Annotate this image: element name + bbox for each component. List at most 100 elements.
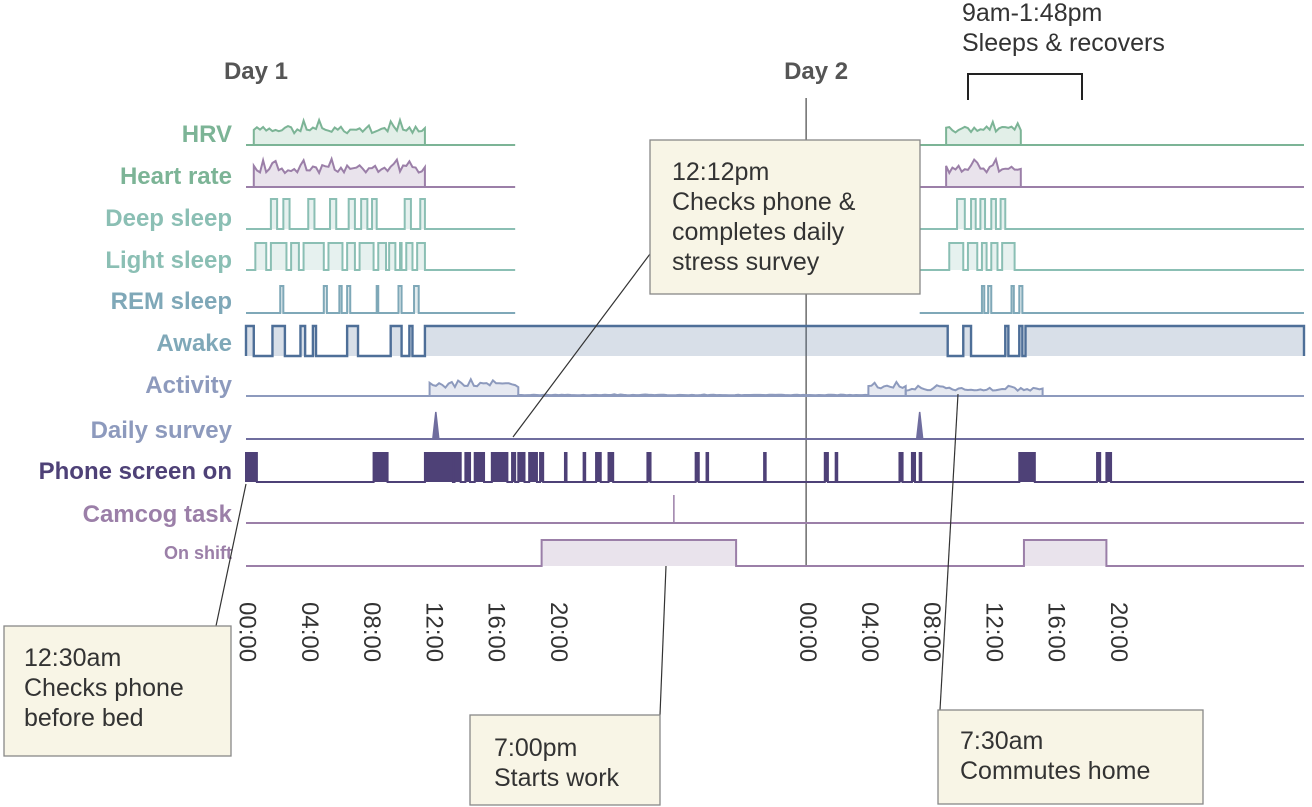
- day-label-1: Day 1: [224, 58, 288, 85]
- activity-signal-3: [904, 384, 1044, 397]
- heart-rate-area-0: [253, 159, 425, 187]
- awake-interval-10: [1019, 326, 1023, 356]
- activity-signal-0: [428, 376, 520, 397]
- phone-screen-on-interval-20: [835, 453, 838, 482]
- awake-interval-0: [246, 326, 254, 356]
- phone-screen-on-interval-3: [454, 453, 461, 482]
- tick-label-2: 08:00: [358, 602, 385, 662]
- phone-screen-on-interval-1: [373, 453, 388, 482]
- awake-interval-7: [424, 326, 948, 356]
- hrv-signal-0: [252, 116, 426, 146]
- tick-label-6: 00:00: [794, 602, 821, 662]
- light-sleep-interval-2: [291, 243, 299, 270]
- tick-label-10: 16:00: [1043, 602, 1070, 662]
- awake-interval-1: [272, 326, 285, 356]
- awake-interval-3: [312, 326, 317, 356]
- on-shift-interval-0: [541, 540, 737, 566]
- deep-sleep-trace-0: [246, 198, 516, 230]
- awake-trace-0: [244, 324, 1306, 358]
- row-on-shift: On shift: [164, 539, 1304, 567]
- phone-screen-on-interval-12: [583, 453, 586, 482]
- rem-sleep-interval-7: [981, 286, 985, 313]
- row-light-sleep: Light sleep: [105, 242, 1304, 274]
- annotation-5-line-1: 7:30am: [960, 727, 1043, 755]
- on-shift-interval-1: [1023, 540, 1107, 566]
- phone-screen-on-interval-4: [465, 453, 471, 482]
- annotation-1-box: [649, 139, 921, 295]
- light-sleep-trace-1: [919, 242, 1304, 271]
- rem-sleep-trace-0: [246, 285, 516, 314]
- rem-sleep-interval-8: [988, 286, 992, 313]
- deep-sleep-interval-7: [404, 199, 411, 229]
- deep-sleep-interval-11: [980, 199, 986, 229]
- rem-sleep-interval-0: [280, 286, 284, 313]
- phone-screen-on-interval-17: [706, 453, 709, 482]
- tick-label-1: 04:00: [296, 602, 323, 662]
- light-sleep-interval-10: [406, 243, 413, 270]
- phone-screen-on-interval-7: [512, 453, 516, 482]
- row-label-on-shift: On shift: [164, 543, 232, 563]
- rem-sleep-interval-2: [339, 286, 342, 313]
- row-label-heart-rate: Heart rate: [120, 163, 232, 190]
- row-label-daily-survey: Daily survey: [91, 417, 233, 444]
- annotation-1-line-2: Checks phone &: [672, 188, 856, 216]
- deep-sleep-interval-2: [308, 199, 315, 229]
- phone-screen-on-interval-19: [824, 453, 828, 482]
- day-label-2: Day 2: [784, 58, 848, 85]
- hrv-area-1: [946, 121, 1021, 145]
- annotation-4-line-2: Starts work: [494, 764, 620, 792]
- hrv-signal-1: [945, 118, 1022, 146]
- annotation-2-line-1: 9am-1:48pm: [962, 0, 1102, 27]
- deep-sleep-interval-0: [270, 199, 278, 229]
- phone-screen-on-interval-25: [1097, 453, 1101, 482]
- annotation-2-bracket: [967, 73, 1083, 100]
- tick-label-7: 04:00: [856, 602, 883, 662]
- activity-area-0: [429, 379, 519, 396]
- phone-screen-on-interval-22: [911, 453, 916, 482]
- ticks-layer: 00:00 04:00 08:00 12:00 16:00 20:00 00:00 04:00…: [234, 602, 1132, 662]
- phone-screen-on-interval-14: [608, 453, 614, 482]
- deep-sleep-interval-1: [283, 199, 290, 229]
- row-label-phone-screen-on: Phone screen on: [39, 458, 232, 485]
- activity-area-2: [868, 382, 906, 396]
- phone-screen-on-interval-13: [596, 453, 601, 482]
- annotation-1-leader: [512, 253, 651, 438]
- phone-screen-on-interval-11: [564, 453, 567, 482]
- phone-screen-on-interval-26: [1106, 453, 1112, 482]
- light-sleep-interval-16: [1002, 243, 1015, 270]
- heart-rate-signal-1: [945, 156, 1022, 188]
- tick-label-0: 00:00: [234, 602, 261, 662]
- hrv-area-0: [253, 120, 425, 145]
- light-sleep-interval-5: [347, 243, 355, 270]
- deep-sleep-interval-13: [1000, 199, 1006, 229]
- annotation-4-line-1: 7:00pm: [494, 734, 577, 762]
- annotation-3-line-2: Checks phone: [24, 674, 184, 702]
- deep-sleep-interval-3: [330, 199, 337, 229]
- row-phone-screen-on: Phone screen on: [39, 452, 1304, 485]
- row-rem-sleep: REM sleep: [111, 285, 1304, 315]
- rows-layer: HRV Heart rate Deep sleep Light sleep REM sl…: [39, 58, 1306, 567]
- phone-screen-on-trace-0: [245, 452, 1304, 483]
- tick-label-8: 08:00: [918, 602, 945, 662]
- light-sleep-interval-4: [328, 243, 343, 270]
- annotation-5-leader: [939, 393, 959, 711]
- light-sleep-interval-0: [255, 243, 267, 270]
- light-sleep-interval-8: [389, 243, 396, 270]
- rem-sleep-interval-4: [376, 286, 379, 313]
- deep-sleep-interval-4: [348, 199, 355, 229]
- annotation-5-line-2: Commutes home: [960, 757, 1150, 785]
- row-label-hrv: HRV: [182, 121, 232, 148]
- tick-label-5: 20:00: [545, 602, 572, 662]
- light-sleep-interval-1: [270, 243, 287, 270]
- awake-interval-5: [390, 326, 402, 356]
- light-sleep-interval-14: [981, 243, 987, 270]
- light-sleep-interval-7: [378, 243, 387, 270]
- annotation-4-box: [469, 714, 661, 806]
- phone-screen-on-interval-0: [246, 453, 257, 482]
